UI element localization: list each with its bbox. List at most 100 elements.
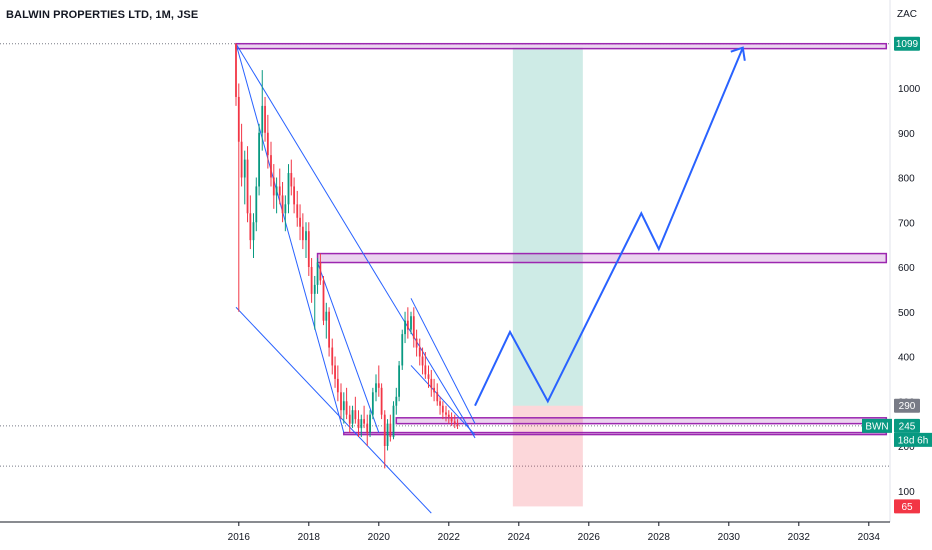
candle-body-61 — [412, 316, 415, 339]
trendline-5 — [410, 365, 476, 436]
x-tick-2026: 2026 — [578, 532, 601, 543]
candle-body-25 — [307, 231, 310, 267]
y-tick-800: 800 — [898, 174, 915, 185]
x-tick-2022: 2022 — [438, 532, 461, 543]
candle-body-46 — [369, 414, 371, 433]
candle-body-63 — [418, 347, 421, 357]
y-tick-700: 700 — [898, 218, 915, 229]
candle-body-35 — [336, 378, 339, 393]
candle-body-41 — [354, 410, 357, 420]
price-badge-text-65: 65 — [901, 502, 913, 513]
y-tick-1000: 1000 — [898, 84, 921, 95]
candle-body-59 — [406, 320, 409, 330]
candle-body-66 — [427, 374, 430, 379]
candle-body-34 — [334, 365, 336, 379]
y-tick-600: 600 — [898, 263, 915, 274]
candle-body-69 — [436, 392, 439, 402]
x-tick-2034: 2034 — [858, 532, 881, 543]
candle-body-73 — [447, 414, 450, 417]
candle-body-9 — [261, 105, 264, 133]
y-tick-900: 900 — [898, 129, 915, 140]
candle-body-74 — [450, 416, 453, 422]
candle-body-43 — [360, 419, 363, 429]
candle-body-16 — [281, 195, 284, 214]
candle-body-12 — [270, 155, 272, 178]
candle-body-50 — [380, 387, 383, 415]
price-badge-text-245: 245 — [899, 421, 916, 432]
candle-body-0 — [235, 43, 237, 97]
price-badge-290 — [894, 398, 920, 413]
candle-body-28 — [316, 262, 319, 285]
candle-body-2 — [240, 141, 243, 178]
y-tick-400: 400 — [898, 353, 915, 364]
candle-body-21 — [296, 204, 299, 218]
symbol-tag-badge — [862, 418, 892, 433]
candle-body-47 — [371, 392, 374, 415]
candle-body-7 — [255, 186, 258, 223]
candle-body-32 — [328, 311, 330, 348]
trendline-4 — [410, 298, 476, 424]
candle-body-45 — [366, 423, 369, 433]
position-stop-zone — [512, 405, 583, 507]
x-tick-2020: 2020 — [368, 532, 391, 543]
candle-body-40 — [351, 410, 354, 424]
candle-body-3 — [243, 159, 246, 178]
candle-body-4 — [246, 159, 249, 214]
symbol-tag-text: BWN — [865, 421, 888, 432]
candle-body-51 — [383, 414, 386, 446]
candle-body-64 — [421, 356, 424, 366]
x-tick-2024: 2024 — [508, 532, 531, 543]
candle-body-36 — [340, 392, 342, 411]
candle-body-30 — [322, 280, 325, 321]
candle-body-10 — [264, 105, 266, 133]
candle-body-68 — [433, 387, 435, 393]
x-tick-2028: 2028 — [648, 532, 671, 543]
candle-body-49 — [377, 383, 380, 388]
candle-body-76 — [456, 423, 459, 426]
x-tick-2030: 2030 — [718, 532, 741, 543]
candle-body-44 — [363, 419, 365, 424]
candle-body-11 — [266, 132, 269, 156]
candle-body-42 — [357, 419, 360, 429]
price-badge-1099 — [894, 36, 920, 51]
candle-body-75 — [453, 421, 456, 424]
candle-body-17 — [284, 204, 287, 214]
candle-body-27 — [313, 284, 316, 294]
candle-body-31 — [325, 311, 328, 321]
candle-body-65 — [424, 365, 427, 375]
candle-body-38 — [345, 401, 348, 415]
price-badge-65 — [894, 499, 920, 514]
trendline-0 — [235, 43, 476, 439]
candle-body-37 — [342, 401, 345, 411]
zone-support-2 — [395, 417, 888, 425]
candle-body-26 — [310, 267, 313, 294]
candle-body-8 — [258, 132, 260, 187]
candle-body-55 — [395, 396, 398, 406]
x-tick-2018: 2018 — [298, 532, 321, 543]
y-tick-100: 100 — [898, 487, 915, 498]
zone-support-3 — [343, 431, 888, 436]
countdown-badge — [894, 432, 932, 447]
zone-resistance-0 — [235, 42, 888, 50]
candle-body-13 — [272, 177, 275, 196]
x-tick-2032: 2032 — [788, 532, 811, 543]
candle-body-58 — [404, 320, 406, 335]
trendline-3 — [235, 43, 345, 433]
candle-body-72 — [445, 412, 447, 415]
candle-body-62 — [415, 338, 418, 348]
candle-body-24 — [305, 231, 307, 241]
candle-body-15 — [278, 186, 281, 196]
price-badge-245 — [894, 418, 920, 433]
candle-body-20 — [293, 186, 295, 205]
candle-body-5 — [249, 213, 252, 241]
y-tick-500: 500 — [898, 308, 915, 319]
candle-body-29 — [319, 262, 322, 281]
candle-body-14 — [275, 186, 278, 196]
candle-body-18 — [287, 173, 290, 205]
zone-resistance-1 — [316, 252, 888, 264]
countdown-text: 18d 6h — [898, 435, 929, 446]
candle-body-19 — [290, 173, 293, 187]
candle-body-67 — [430, 378, 433, 388]
candle-body-71 — [441, 405, 444, 413]
